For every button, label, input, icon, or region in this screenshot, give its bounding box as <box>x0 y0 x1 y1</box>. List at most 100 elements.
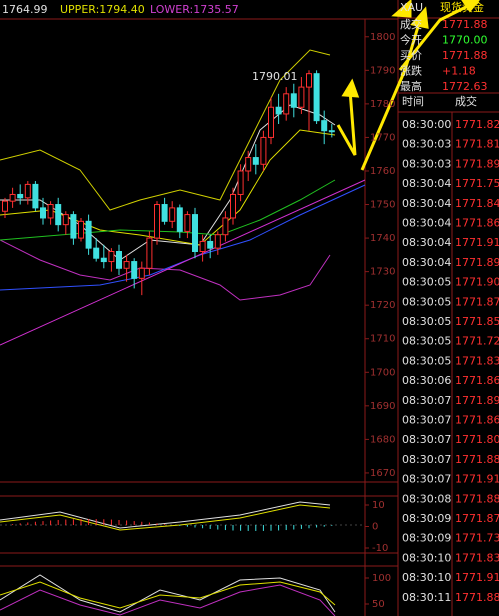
candle-body <box>290 93 297 108</box>
y-tick-label: 1770 <box>370 132 395 143</box>
candle-body <box>207 240 214 249</box>
candle-body <box>146 237 153 269</box>
trade-time: 08:30:07 <box>402 414 451 427</box>
trade-price: 1771.86 <box>455 374 499 387</box>
trade-time: 08:30:04 <box>402 256 451 269</box>
y-tick-label: 1720 <box>370 300 395 311</box>
y-tick-label: 0 <box>372 522 378 533</box>
trade-price: 1771.88 <box>455 591 499 604</box>
candle-body <box>176 207 183 232</box>
candle-body <box>184 214 191 232</box>
candle-body <box>70 214 77 239</box>
y-tick-label: 1670 <box>370 468 395 479</box>
symbol: XAU <box>400 1 423 14</box>
column-header: 时间 <box>402 95 424 108</box>
trade-time: 08:30:07 <box>402 433 451 446</box>
candle-body <box>237 170 244 195</box>
candle-body <box>154 204 160 239</box>
candle-body <box>306 73 312 88</box>
candle-body <box>62 214 69 226</box>
quote-value: 1771.88 <box>442 49 488 62</box>
quote-value: 1771.88 <box>442 18 488 31</box>
trade-time: 08:30:04 <box>402 236 451 249</box>
candle-body <box>298 86 305 108</box>
trade-time: 08:30:05 <box>402 335 451 348</box>
trade-price: 1771.82 <box>455 118 499 131</box>
indicator-lines <box>0 49 366 616</box>
y-tick-label: 1690 <box>370 401 395 412</box>
y-tick-label: 1780 <box>370 99 395 110</box>
y-tick-label: -10 <box>372 543 388 554</box>
trade-time: 08:30:08 <box>402 492 451 505</box>
trade-price: 1771.86 <box>455 414 499 427</box>
candle-body <box>245 157 252 172</box>
candle-body <box>321 120 328 132</box>
indicator-mid: 1764.99 <box>2 3 48 16</box>
candle-body <box>230 193 236 219</box>
candle-body <box>313 73 320 122</box>
quote-label: 涨跌 <box>400 64 422 78</box>
trade-time: 08:30:10 <box>402 571 451 584</box>
quote-value: +1.18 <box>442 65 476 78</box>
trade-time: 08:30:05 <box>402 315 451 328</box>
candle-body <box>214 234 221 249</box>
trade-time: 08:30:07 <box>402 394 451 407</box>
quote-label: 今开 <box>400 33 422 47</box>
quote-value: 1772.63 <box>442 80 488 93</box>
candle-body <box>161 204 168 222</box>
trade-time: 08:30:09 <box>402 512 451 525</box>
candle-body <box>100 257 107 263</box>
trade-time: 08:30:09 <box>402 532 451 545</box>
y-tick-label: 1680 <box>370 434 395 445</box>
candle-body <box>283 93 290 115</box>
trade-price: 1771.83 <box>455 551 499 564</box>
candle-body <box>222 217 229 236</box>
y-tick-label: 1760 <box>370 166 395 177</box>
quote-value: 1770.00 <box>442 34 488 47</box>
y-tick-label: 1800 <box>370 32 395 43</box>
y-tick-label: 1700 <box>370 367 395 378</box>
trade-price: 1771.88 <box>455 453 499 466</box>
candle-body <box>252 157 259 165</box>
trade-price: 1771.84 <box>455 197 499 210</box>
trade-time: 08:30:05 <box>402 354 451 367</box>
trade-time: 08:30:10 <box>402 551 451 564</box>
candle-body <box>2 200 8 212</box>
trade-price: 1771.85 <box>455 315 499 328</box>
trade-time: 08:30:00 <box>402 118 451 131</box>
y-tick-label: 1710 <box>370 334 395 345</box>
symbol-name: 现货黄金 <box>440 0 484 14</box>
candle-body <box>32 183 39 209</box>
candle-body <box>123 261 130 269</box>
trade-price: 1771.91 <box>455 571 499 584</box>
trade-time: 08:30:03 <box>402 157 451 170</box>
candle-body <box>199 240 206 253</box>
candle-body <box>24 183 31 199</box>
candle-body <box>40 207 46 219</box>
trade-time: 08:30:11 <box>402 591 451 604</box>
high-annotation: 1790.01 <box>252 70 298 83</box>
trade-price: 1771.86 <box>455 217 499 230</box>
trade-time: 08:30:04 <box>402 177 451 190</box>
candle-body <box>131 261 138 279</box>
trade-time: 08:30:05 <box>402 295 451 308</box>
indicator-upper: UPPER:1794.40 <box>60 3 145 16</box>
candle-body <box>78 220 84 239</box>
quote-label: 买价 <box>400 49 422 62</box>
candle-body <box>169 207 176 222</box>
y-tick-label: 10 <box>372 500 385 511</box>
candle-body <box>138 267 145 279</box>
quote-label: 成交 <box>400 17 422 31</box>
candle-body <box>192 214 198 253</box>
trade-time: 08:30:06 <box>402 374 451 387</box>
candle-body <box>93 247 100 259</box>
trade-price: 1771.89 <box>455 256 499 269</box>
indicator-lower: LOWER:1735.57 <box>150 3 239 16</box>
trade-price: 1771.75 <box>455 177 499 190</box>
y-tick-label: 1750 <box>370 200 395 211</box>
candle-body <box>116 251 122 269</box>
candle-body <box>9 193 16 202</box>
trade-price: 1771.72 <box>455 335 499 348</box>
